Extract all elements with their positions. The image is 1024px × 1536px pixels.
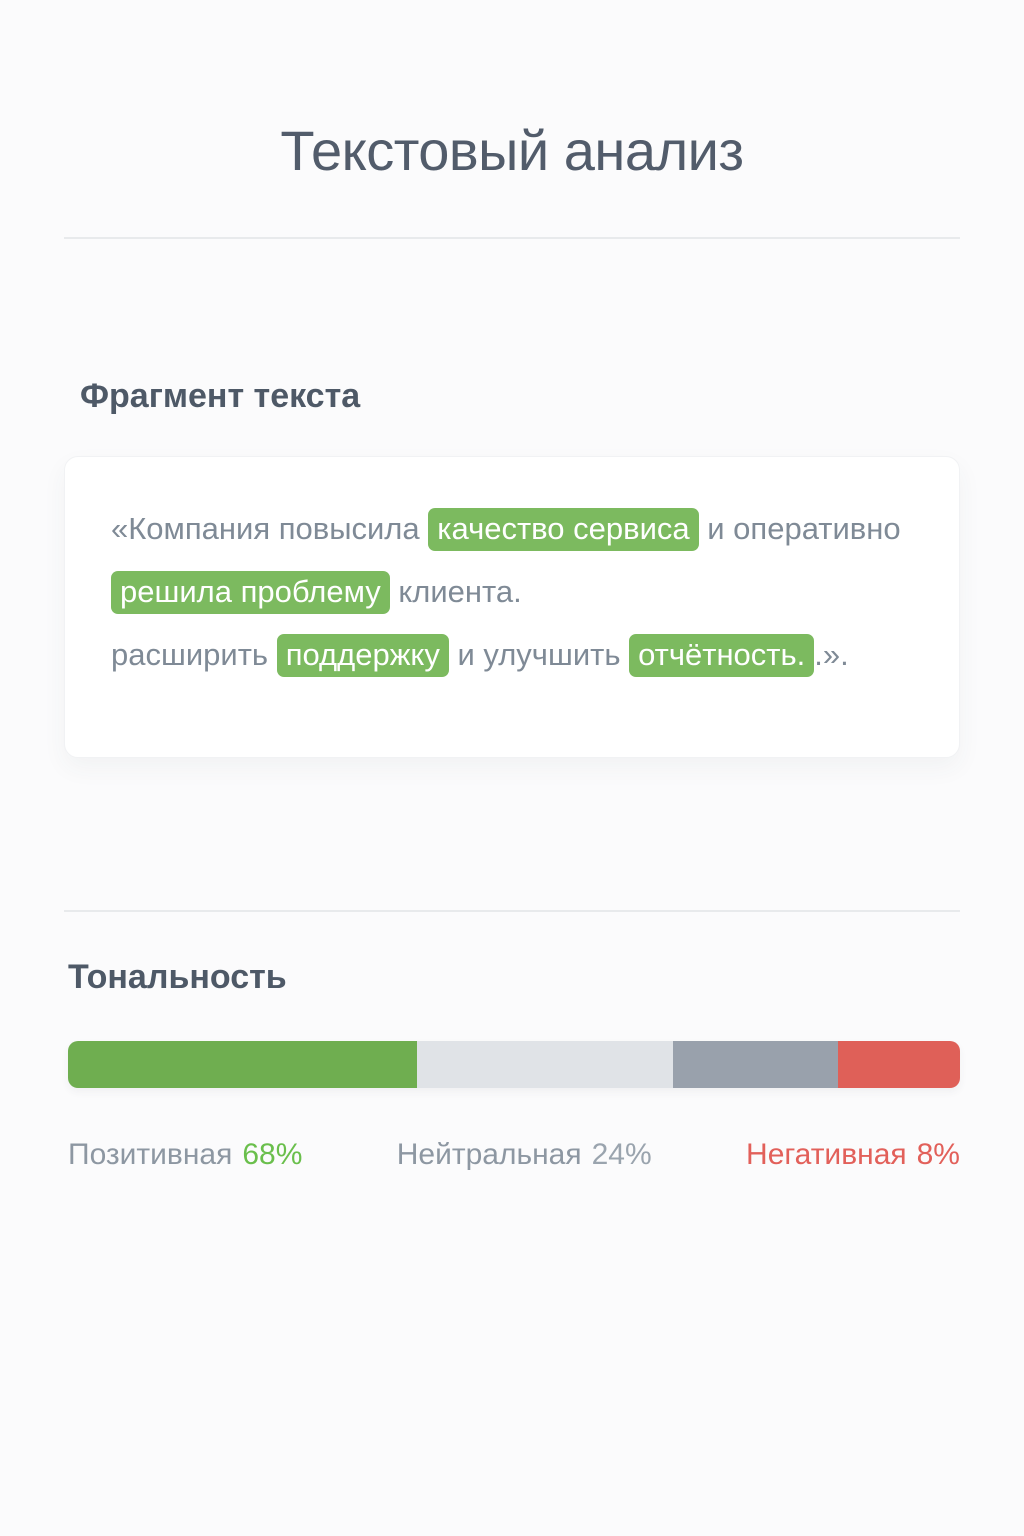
bar-segment-positive bbox=[68, 1041, 417, 1088]
page-title: Текстовый анализ bbox=[280, 119, 744, 182]
plain-text: расширить bbox=[111, 637, 277, 672]
sentiment-bar bbox=[68, 1041, 960, 1088]
legend-item-positive: Позитивная 68% bbox=[68, 1138, 302, 1172]
highlighted-phrase: качество сервиса bbox=[428, 508, 699, 551]
bar-segment-neutral-light bbox=[416, 1041, 673, 1088]
fragment-section: Фрагмент текста «Компания повысила качес… bbox=[64, 377, 960, 758]
legend-label: Негативная bbox=[746, 1138, 907, 1171]
sentiment-heading: Тональность bbox=[68, 958, 287, 996]
sentiment-legend: Позитивная 68% Нейтральная 24% Негативная 8% bbox=[68, 1138, 960, 1172]
legend-value: 24% bbox=[591, 1138, 652, 1171]
legend-item-negative: Негативная 8% bbox=[746, 1138, 960, 1172]
bar-segment-neutral-dark bbox=[672, 1041, 838, 1088]
fragment-line: решила проблему клиента. bbox=[111, 560, 945, 623]
bar-segment-negative bbox=[837, 1041, 960, 1088]
plain-text: и оперативно bbox=[698, 511, 901, 546]
plain-text: клиента. bbox=[389, 574, 522, 609]
divider-middle bbox=[64, 910, 960, 912]
text-analysis-page: Текстовый анализ Фрагмент текста «Компан… bbox=[0, 118, 1024, 1536]
plain-text: .». bbox=[814, 637, 849, 672]
legend-value: 8% bbox=[916, 1138, 960, 1171]
highlighted-phrase: отчётность. bbox=[629, 634, 815, 677]
legend-label: Нейтральная bbox=[396, 1138, 582, 1171]
plain-text: «Компания повысила bbox=[111, 511, 429, 546]
sentiment-section: Тональность Позитивная 68% Нейтральная 24% Н… bbox=[64, 958, 960, 1172]
highlighted-phrase: поддержку bbox=[276, 634, 449, 677]
legend-item-neutral: Нейтральная 24% bbox=[397, 1138, 652, 1172]
fragment-card: «Компания повысила качество сервиса и оп… bbox=[64, 456, 960, 758]
divider-top bbox=[64, 237, 960, 239]
legend-label: Позитивная bbox=[68, 1138, 233, 1171]
fragment-line: «Компания повысила качество сервиса и оп… bbox=[111, 497, 945, 560]
highlighted-phrase: решила проблему bbox=[111, 571, 390, 614]
fragment-line: расширить поддержку и улучшить отчётност… bbox=[111, 623, 945, 686]
fragment-heading: Фрагмент текста bbox=[80, 377, 361, 415]
plain-text: и улучшить bbox=[448, 637, 630, 672]
legend-value: 68% bbox=[242, 1138, 303, 1171]
